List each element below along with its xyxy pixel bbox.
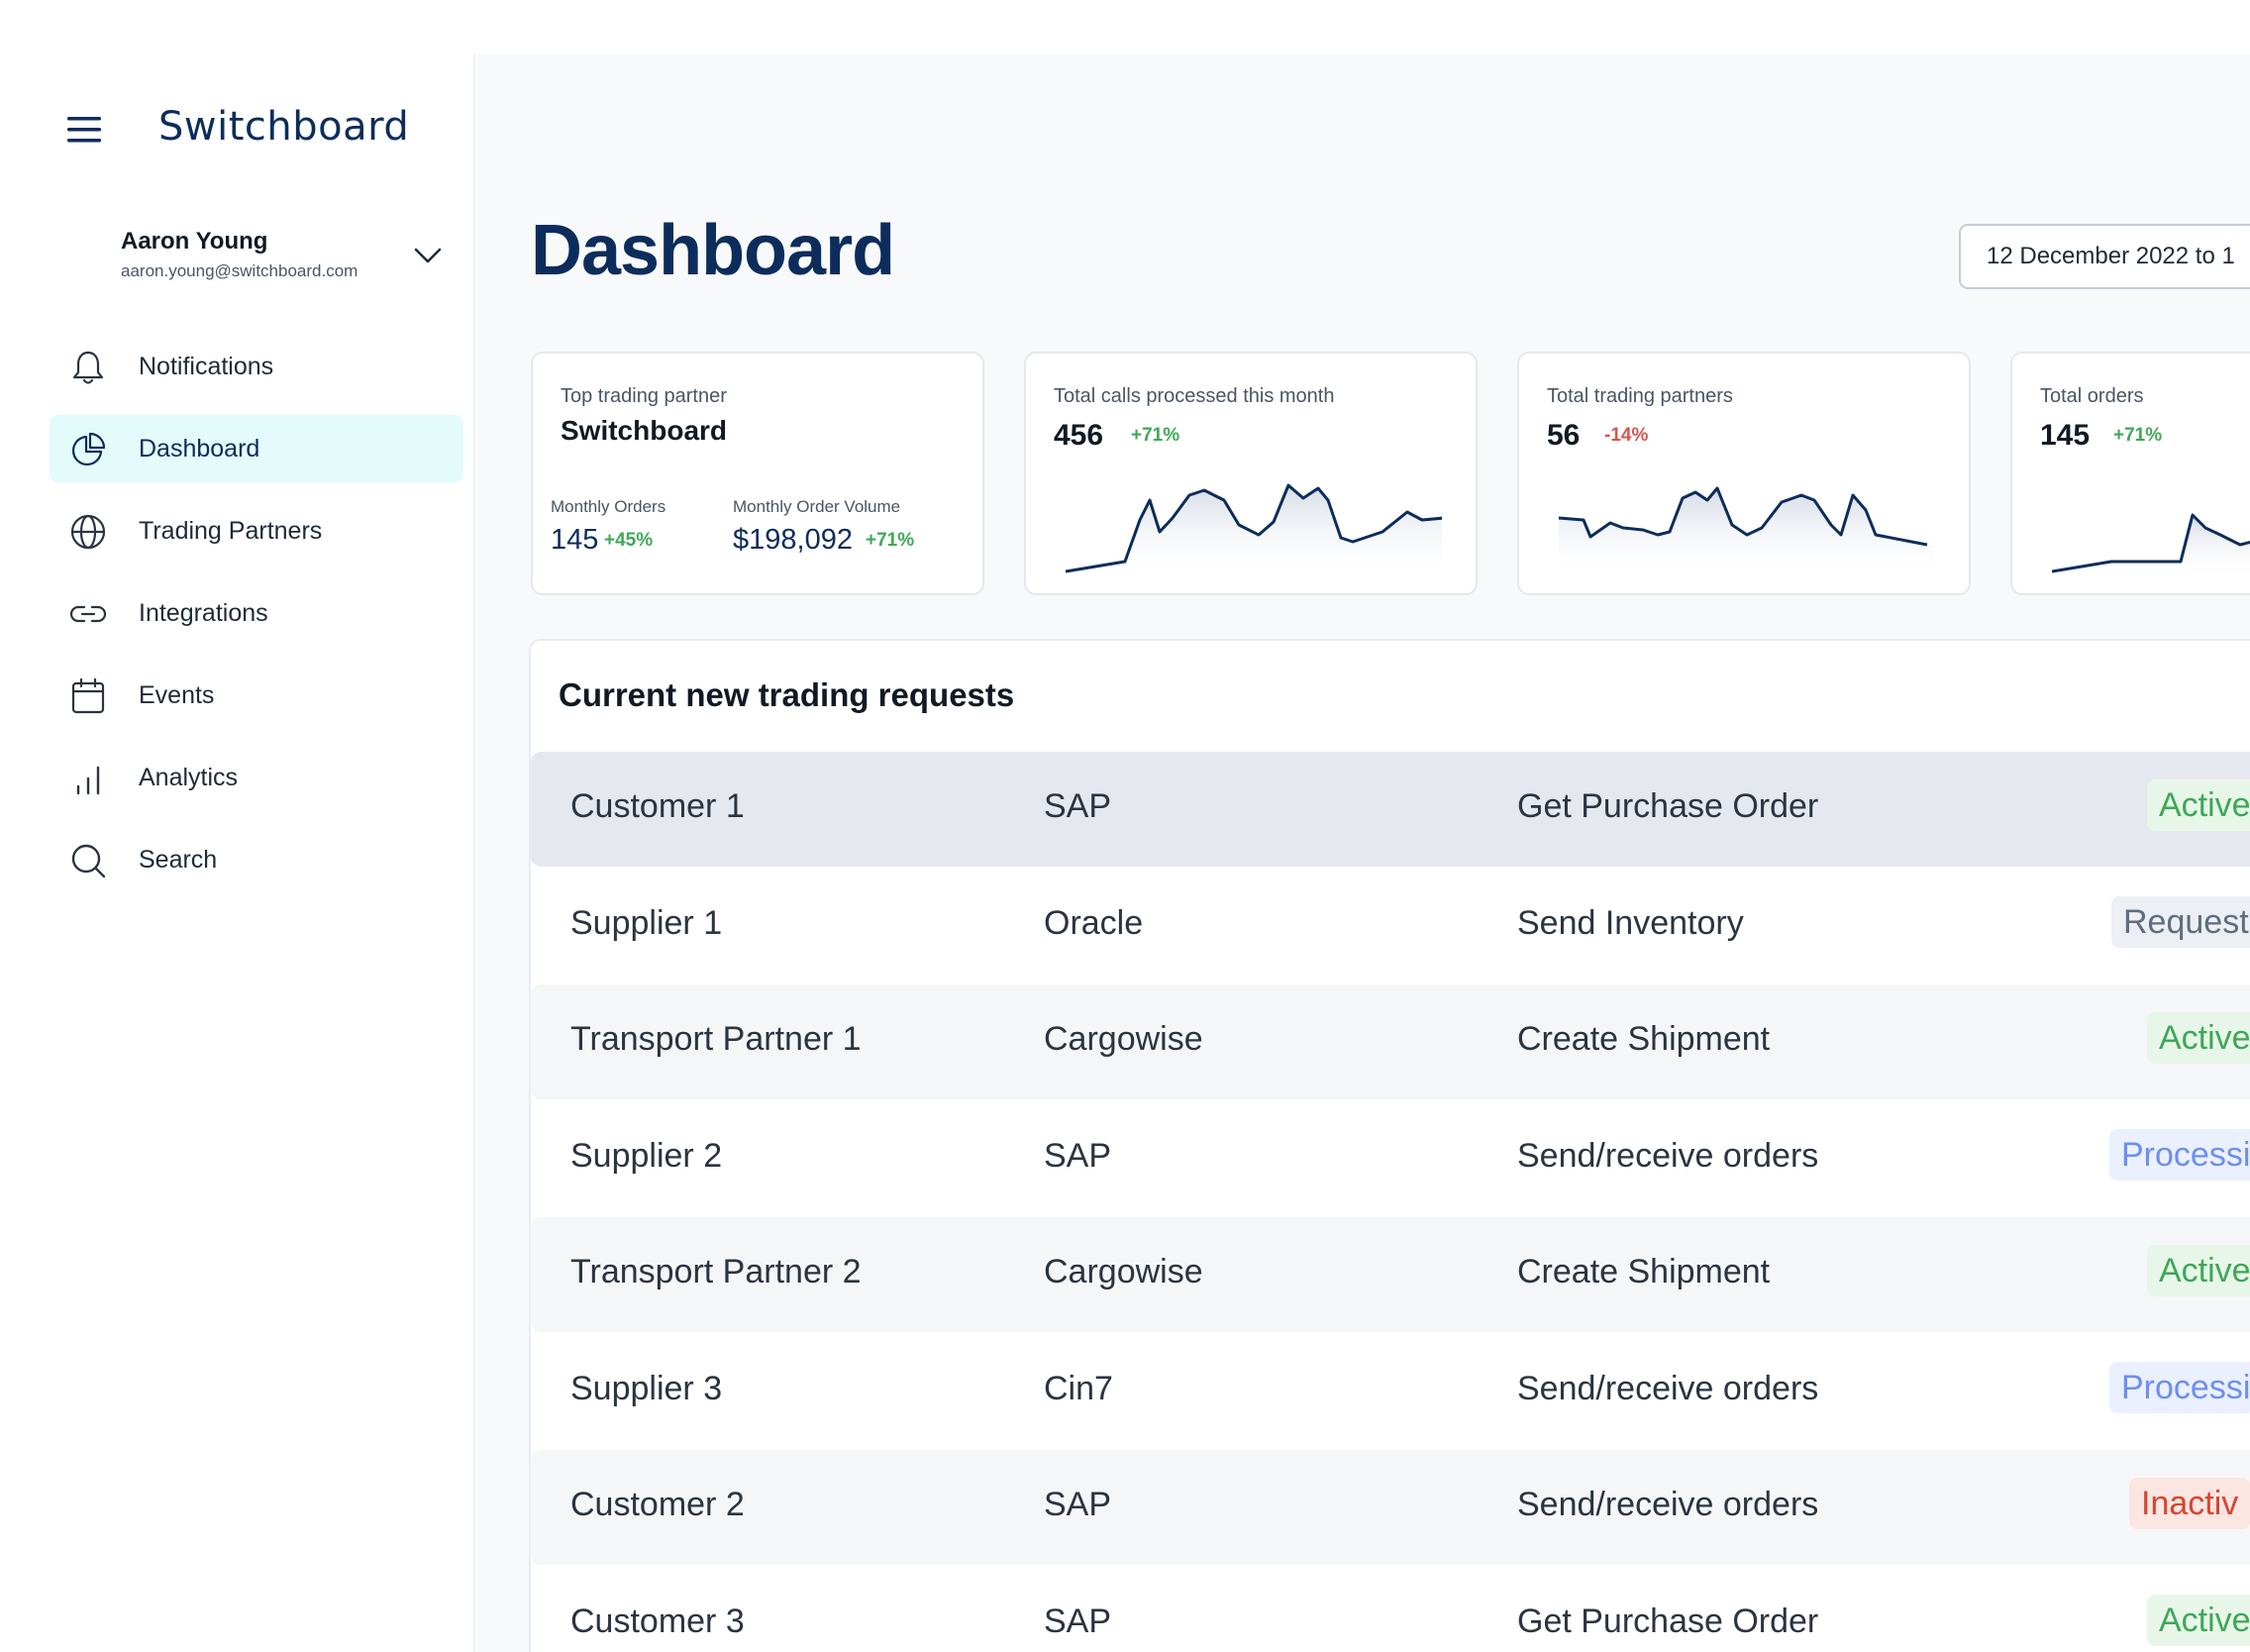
action-cell: Get Purchase Order: [1517, 787, 1819, 825]
monthly-orders-value: 145: [551, 524, 599, 556]
total-calls-card: Total calls processed this month 456 +71…: [1024, 352, 1478, 595]
sidebar-item-label: Integrations: [139, 598, 268, 627]
total-trading-partners-card: Total trading partners 56 -14%: [1517, 352, 1971, 595]
partner-cell: Transport Partner 1: [570, 1020, 862, 1058]
top-partner-name: Switchboard: [561, 415, 728, 446]
total-partners-change: -14%: [1604, 425, 1649, 446]
sidebar-item-trading-partners[interactable]: Trading Partners: [50, 497, 463, 565]
partner-cell: Transport Partner 2: [570, 1253, 862, 1291]
hamburger-menu-icon[interactable]: [67, 117, 101, 143]
total-calls-value: 456: [1054, 419, 1104, 452]
status-badge: Request: [2111, 896, 2250, 948]
trading-requests-panel: Current new trading requests Customer 1 …: [529, 639, 2250, 1652]
status-badge: Processi: [2109, 1362, 2250, 1413]
partner-cell: Supplier 1: [570, 904, 723, 942]
table-title: Current new trading requests: [559, 676, 1015, 713]
monthly-volume-change: +71%: [866, 530, 915, 551]
system-cell: SAP: [1044, 1137, 1112, 1175]
pie-chart-icon: [71, 432, 106, 466]
card-label: Total calls processed this month: [1054, 385, 1335, 407]
table-row[interactable]: Supplier 3 Cin7 Send/receive orders Proc…: [531, 1334, 2250, 1449]
action-cell: Get Purchase Order: [1517, 1602, 1819, 1640]
status-badge: Active: [2147, 779, 2250, 831]
action-cell: Send/receive orders: [1517, 1137, 1819, 1175]
sidebar-item-label: Notifications: [139, 352, 274, 380]
chevron-down-icon[interactable]: [412, 244, 444, 267]
action-cell: Send/receive orders: [1517, 1370, 1819, 1407]
sidebar-item-label: Search: [139, 845, 218, 874]
orders-sparkline: [2052, 513, 2250, 579]
card-label: Total trading partners: [1547, 385, 1733, 407]
table-row[interactable]: Customer 3 SAP Get Purchase Order Active: [531, 1567, 2250, 1652]
status-badge: Active: [2147, 1245, 2250, 1296]
partner-cell: Customer 3: [570, 1602, 745, 1640]
switchboard-logo[interactable]: Switchboard: [158, 104, 410, 150]
sidebar-item-events[interactable]: Events: [50, 662, 463, 729]
link-icon: [69, 605, 107, 623]
globe-icon: [70, 514, 106, 550]
status-badge: Active: [2147, 1012, 2250, 1064]
action-cell: Create Shipment: [1517, 1020, 1771, 1058]
sidebar-item-notifications[interactable]: Notifications: [50, 333, 463, 400]
status-badge: Active: [2147, 1595, 2250, 1646]
monthly-orders-change: +45%: [604, 530, 654, 551]
action-cell: Send/receive orders: [1517, 1486, 1819, 1523]
system-cell: Cin7: [1044, 1370, 1113, 1407]
status-badge: Inactiv: [2129, 1478, 2250, 1529]
table-row[interactable]: Customer 2 SAP Send/receive orders Inact…: [531, 1450, 2250, 1565]
action-cell: Send Inventory: [1517, 904, 1744, 942]
table-row[interactable]: Customer 1 SAP Get Purchase Order Active: [531, 752, 2250, 867]
calls-sparkline: [1066, 483, 1442, 579]
partner-cell: Customer 2: [570, 1486, 745, 1523]
sidebar-item-integrations[interactable]: Integrations: [50, 579, 463, 647]
table-row[interactable]: Transport Partner 2 Cargowise Create Shi…: [531, 1217, 2250, 1332]
total-partners-value: 56: [1547, 419, 1581, 452]
bar-chart-icon: [76, 766, 100, 795]
sidebar-item-label: Trading Partners: [139, 516, 323, 545]
system-cell: SAP: [1044, 1602, 1112, 1640]
total-orders-card: Total orders 145 +71%: [2010, 352, 2250, 595]
system-cell: SAP: [1044, 787, 1112, 825]
table-row[interactable]: Supplier 1 Oracle Send Inventory Request: [531, 869, 2250, 983]
total-orders-change: +71%: [2113, 425, 2163, 446]
sidebar-item-label: Dashboard: [139, 434, 260, 463]
user-name: Aaron Young: [121, 228, 268, 255]
calendar-icon: [71, 677, 105, 714]
table-row[interactable]: Supplier 2 SAP Send/receive orders Proce…: [531, 1101, 2250, 1216]
bell-icon: [72, 351, 104, 384]
card-label: Total orders: [2040, 385, 2144, 407]
sidebar-item-search[interactable]: Search: [50, 826, 463, 893]
user-email: aaron.young@switchboard.com: [121, 261, 358, 280]
date-range-picker[interactable]: 12 December 2022 to 1: [1959, 224, 2250, 289]
action-cell: Create Shipment: [1517, 1253, 1771, 1291]
top-bar: [0, 0, 2250, 54]
partner-cell: Supplier 2: [570, 1137, 723, 1175]
top-trading-partner-card: Top trading partner Switchboard Monthly …: [531, 352, 984, 595]
status-badge: Processi: [2109, 1129, 2250, 1181]
partner-cell: Supplier 3: [570, 1370, 723, 1407]
card-label: Top trading partner: [561, 385, 727, 407]
monthly-volume-label: Monthly Order Volume: [733, 497, 901, 516]
partner-cell: Customer 1: [570, 787, 745, 825]
sidebar-item-label: Analytics: [139, 763, 239, 791]
search-icon: [71, 844, 106, 878]
monthly-orders-label: Monthly Orders: [551, 497, 666, 516]
main-content: Dashboard 12 December 2022 to 1 Top trad…: [477, 54, 2250, 1652]
table-row[interactable]: Transport Partner 1 Cargowise Create Shi…: [531, 984, 2250, 1099]
sidebar: Switchboard Aaron Young aaron.young@swit…: [0, 54, 475, 1652]
sidebar-nav: Notifications Dashboard Trading Partners: [50, 333, 463, 908]
system-cell: Cargowise: [1044, 1020, 1203, 1058]
sidebar-item-dashboard[interactable]: Dashboard: [50, 415, 463, 482]
monthly-volume-value: $198,092: [733, 524, 853, 556]
sidebar-item-label: Events: [139, 680, 215, 709]
sidebar-item-analytics[interactable]: Analytics: [50, 744, 463, 811]
page-title: Dashboard: [531, 211, 895, 290]
system-cell: Cargowise: [1044, 1253, 1203, 1291]
total-orders-value: 145: [2040, 419, 2091, 452]
system-cell: SAP: [1044, 1486, 1112, 1523]
system-cell: Oracle: [1044, 904, 1144, 942]
partners-sparkline: [1559, 486, 1935, 579]
total-calls-change: +71%: [1131, 425, 1180, 446]
